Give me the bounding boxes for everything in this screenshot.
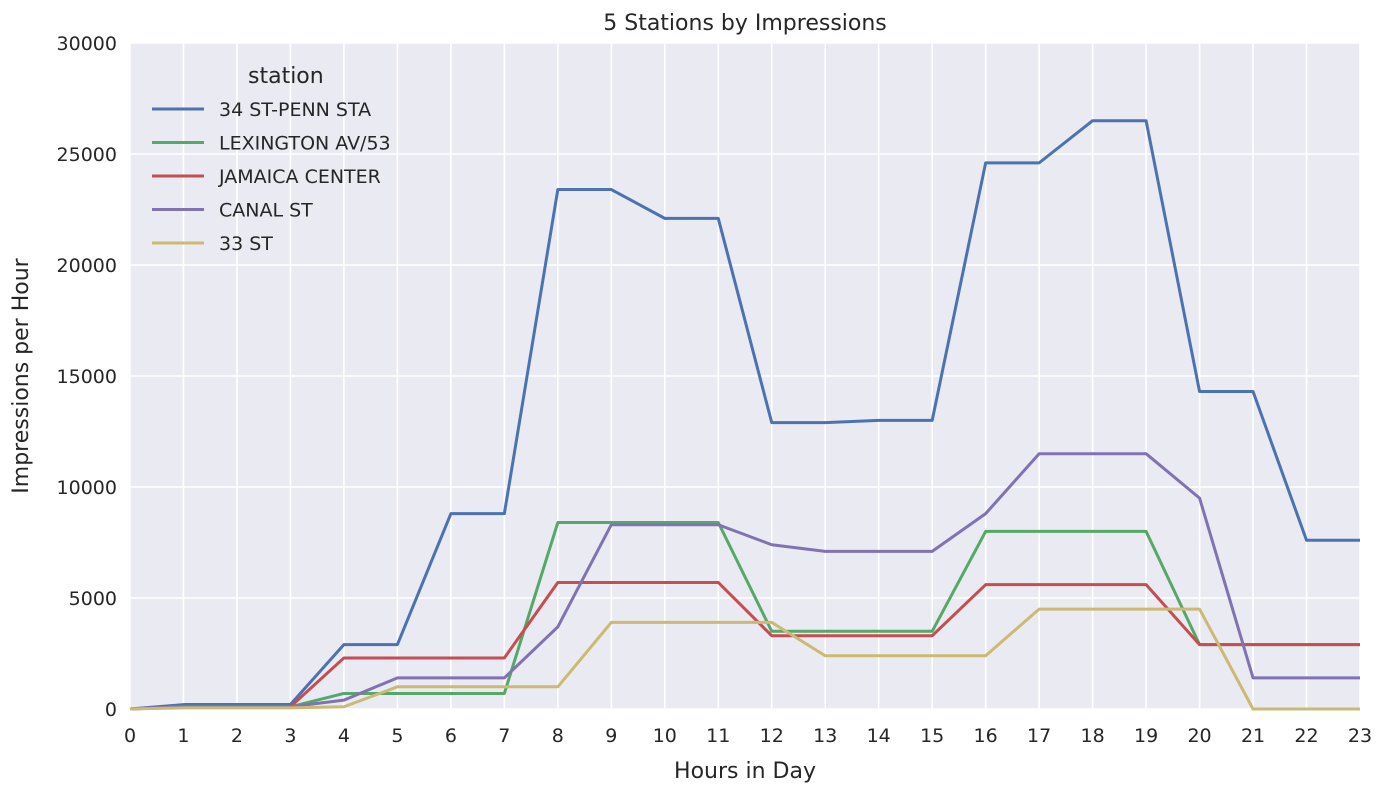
- legend-item-label: 34 ST-PENN STA: [219, 99, 371, 121]
- series-lines: [129, 119, 1360, 711]
- x-tick-label: 22: [1294, 725, 1318, 747]
- x-tick-label: 9: [605, 725, 617, 747]
- legend-item-label: 33 ST: [219, 233, 273, 255]
- legend-item-label: CANAL ST: [219, 200, 313, 222]
- x-tick-label: 11: [706, 725, 730, 747]
- x-tick-label: 18: [1081, 725, 1105, 747]
- x-tick-label: 0: [124, 725, 136, 747]
- x-tick-label: 15: [920, 725, 944, 747]
- x-tick-label: 8: [552, 725, 564, 747]
- x-tick-label: 2: [231, 725, 243, 747]
- x-tick-label: 20: [1187, 725, 1211, 747]
- y-axis-label: Impressions per Hour: [9, 257, 34, 493]
- legend-item-label: JAMAICA CENTER: [218, 166, 381, 188]
- x-tick-label: 16: [974, 725, 998, 747]
- series-line: [129, 580, 1360, 711]
- x-tick-label: 17: [1027, 725, 1051, 747]
- y-tick-label: 25000: [57, 144, 117, 166]
- legend-item-label: LEXINGTON AV/53: [219, 133, 391, 155]
- x-tick-label: 21: [1241, 725, 1265, 747]
- y-tick-label: 5000: [69, 588, 117, 610]
- series-line: [129, 607, 1360, 711]
- y-tick-label: 10000: [57, 477, 117, 499]
- x-tick-label: 3: [284, 725, 296, 747]
- x-tick-label: 7: [498, 725, 510, 747]
- x-tick-label: 10: [653, 725, 677, 747]
- x-tick-label: 23: [1348, 725, 1372, 747]
- x-tick-label: 5: [391, 725, 403, 747]
- y-tick-label: 30000: [57, 33, 117, 55]
- x-tick-label: 14: [867, 725, 891, 747]
- x-tick-label: 1: [177, 725, 189, 747]
- x-axis-ticks: 0 1 2 3 4 5 6 7 8 9 10 11 12 13 14 15 16 17 18 19 20 21 22 23: [124, 725, 1372, 747]
- y-tick-label: 15000: [57, 366, 117, 388]
- x-tick-label: 19: [1134, 725, 1158, 747]
- x-tick-label: 13: [813, 725, 837, 747]
- x-tick-label: 4: [338, 725, 350, 747]
- y-tick-label: 0: [105, 699, 117, 721]
- legend-title: station: [248, 64, 324, 89]
- series-line: [129, 452, 1360, 711]
- y-tick-label: 20000: [57, 255, 117, 277]
- series-line: [129, 119, 1360, 711]
- legend: station 34 ST-PENN STA LEXINGTON AV/53 JAM…: [152, 64, 391, 255]
- y-axis-ticks: 0 5000 10000 15000 20000 25000 30000: [57, 33, 117, 721]
- x-tick-label: 12: [760, 725, 784, 747]
- series-line: [129, 521, 1360, 711]
- x-tick-label: 6: [445, 725, 457, 747]
- x-axis-label: Hours in Day: [674, 759, 816, 784]
- grid-lines: [129, 42, 1361, 710]
- chart-title: 5 Stations by Impressions: [603, 11, 887, 36]
